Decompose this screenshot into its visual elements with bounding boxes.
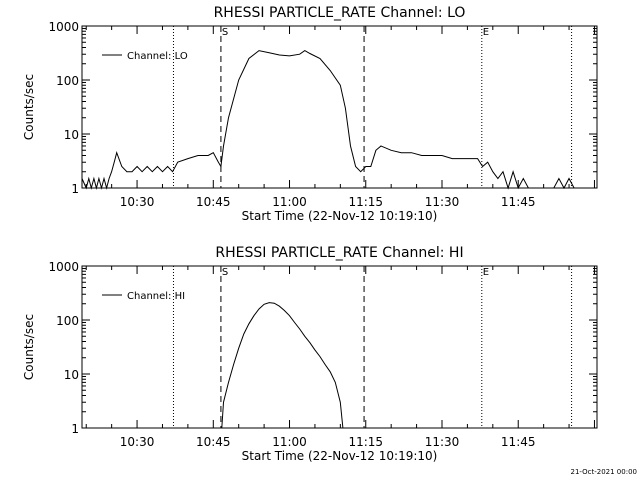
x-tick-label: 10:45 [196, 195, 231, 209]
marker-label: E [483, 27, 489, 38]
plot-frame [81, 265, 598, 429]
y-tick-label: 10 [64, 128, 79, 142]
x-tick-label: 11:30 [425, 435, 460, 449]
plot-frame [81, 25, 598, 189]
x-tick-label: 11:30 [425, 195, 460, 209]
chart-title: RHESSI PARTICLE_RATE Channel: LO [214, 5, 466, 21]
series-line [221, 302, 344, 429]
chart-panel-1: RHESSI PARTICLE_RATE Channel: LO Counts/s… [22, 5, 598, 223]
x-tick-label: 11:15 [348, 435, 383, 449]
y-tick-label: 1000 [48, 20, 79, 34]
y-axis-label: Counts/sec [22, 74, 36, 140]
x-tick-label: 11:15 [348, 195, 383, 209]
x-axis-label: Start Time (22-Nov-12 10:19:10) [242, 209, 438, 223]
x-tick-label: 11:00 [272, 435, 307, 449]
legend-label: Channel: HI [127, 291, 185, 302]
y-tick-label: 1 [71, 182, 79, 196]
y-axis-label: Counts/sec [22, 314, 36, 380]
x-tick-label: 11:45 [501, 435, 536, 449]
x-axis-label: Start Time (22-Nov-12 10:19:10) [242, 449, 438, 463]
y-tick-label: 1 [71, 422, 79, 436]
chart-panel-2: RHESSI PARTICLE_RATE Channel: HI Counts/s… [22, 245, 598, 463]
marker-label: E [483, 267, 489, 278]
x-tick-label: 10:30 [120, 195, 155, 209]
footer-date: 21-Oct-2021 00:00 [571, 468, 637, 476]
y-tick-label: 1000 [48, 260, 79, 274]
marker-label: S [222, 267, 228, 278]
x-tick-label: 10:45 [196, 435, 231, 449]
y-tick-label: 100 [56, 74, 79, 88]
y-tick-label: 10 [64, 368, 79, 382]
x-tick-label: 10:30 [120, 435, 155, 449]
chart-title: RHESSI PARTICLE_RATE Channel: HI [215, 245, 463, 261]
series-line [81, 50, 575, 190]
x-tick-label: 11:45 [501, 195, 536, 209]
y-tick-label: 100 [56, 314, 79, 328]
x-tick-label: 11:00 [272, 195, 307, 209]
marker-label: S [222, 27, 228, 38]
legend-label: Channel: LO [127, 51, 188, 62]
